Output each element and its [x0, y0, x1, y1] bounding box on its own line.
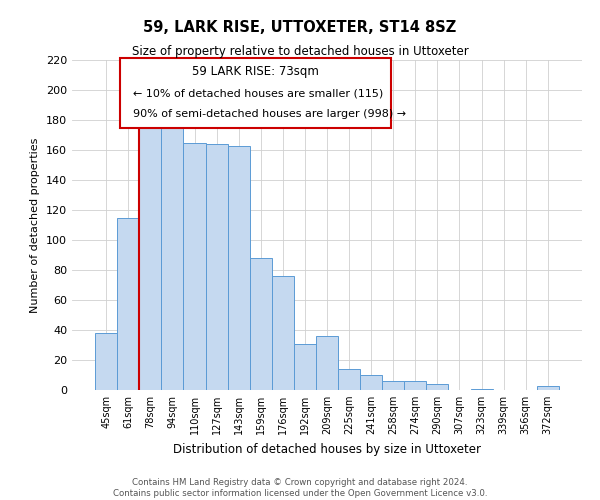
Bar [338, 369, 360, 390]
Bar [184, 142, 206, 390]
Bar [404, 381, 427, 390]
Bar [470, 388, 493, 390]
Text: ← 10% of detached houses are smaller (115): ← 10% of detached houses are smaller (11… [133, 88, 383, 98]
Bar [427, 384, 448, 390]
Bar [360, 375, 382, 390]
Bar [537, 386, 559, 390]
Y-axis label: Number of detached properties: Number of detached properties [31, 138, 40, 312]
Bar [227, 146, 250, 390]
Bar [272, 276, 294, 390]
Bar [250, 258, 272, 390]
Bar [316, 336, 338, 390]
Bar [294, 344, 316, 390]
Text: 90% of semi-detached houses are larger (998) →: 90% of semi-detached houses are larger (… [133, 109, 406, 119]
Text: 59, LARK RISE, UTTOXETER, ST14 8SZ: 59, LARK RISE, UTTOXETER, ST14 8SZ [143, 20, 457, 35]
Bar [382, 381, 404, 390]
Text: Contains HM Land Registry data © Crown copyright and database right 2024.
Contai: Contains HM Land Registry data © Crown c… [113, 478, 487, 498]
FancyBboxPatch shape [121, 58, 391, 128]
Bar [161, 122, 184, 390]
Bar [95, 333, 117, 390]
Bar [139, 114, 161, 390]
Bar [206, 144, 227, 390]
Bar [117, 218, 139, 390]
X-axis label: Distribution of detached houses by size in Uttoxeter: Distribution of detached houses by size … [173, 442, 481, 456]
Text: 59 LARK RISE: 73sqm: 59 LARK RISE: 73sqm [192, 66, 319, 78]
Text: Size of property relative to detached houses in Uttoxeter: Size of property relative to detached ho… [131, 45, 469, 58]
